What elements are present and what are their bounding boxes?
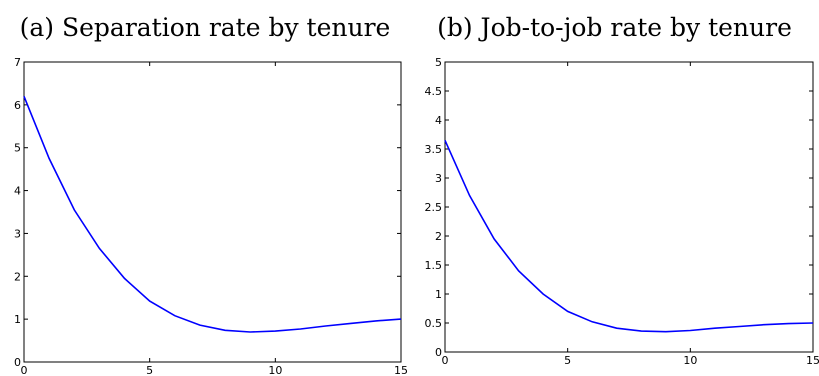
separation-xtick-label: 15 bbox=[394, 364, 408, 376]
separation-ytick-label: 0 bbox=[14, 356, 21, 369]
job-to-job-ytick-label: 4.5 bbox=[425, 85, 443, 98]
separation-xtick-label: 0 bbox=[21, 364, 28, 376]
job-to-job-series-line-0 bbox=[444, 139, 814, 333]
job-to-job-ytick-label: 2.5 bbox=[425, 201, 443, 214]
separation-plot-frame bbox=[23, 61, 402, 363]
separation-ytick-label: 1 bbox=[14, 313, 21, 326]
job-to-job-plot-frame bbox=[444, 61, 814, 353]
job-to-job-xtick-label: 10 bbox=[683, 354, 697, 367]
job-to-job-ytick-label: 5 bbox=[435, 56, 442, 69]
chart-title-separation: (a) Separation rate by tenure bbox=[19, 13, 391, 42]
job-to-job-ytick-label: 3.5 bbox=[425, 143, 443, 156]
job-to-job-ytick-label: 0.5 bbox=[425, 317, 443, 330]
chart-title-job-to-job: (b) Job-to-job rate by tenure bbox=[437, 13, 792, 42]
separation-ytick-label: 4 bbox=[14, 185, 21, 198]
job-to-job-ytick-label: 1.5 bbox=[425, 259, 443, 272]
separation-xtick-label: 5 bbox=[146, 364, 153, 376]
separation-ytick-label: 6 bbox=[14, 99, 21, 112]
separation-xtick-label: 10 bbox=[268, 364, 282, 376]
job-to-job-ytick-label: 2 bbox=[435, 230, 442, 243]
job-to-job-xtick-label: 0 bbox=[442, 354, 449, 367]
job-to-job-ytick-label: 3 bbox=[435, 172, 442, 185]
job-to-job-xtick-label: 5 bbox=[564, 354, 571, 367]
separation-series-line-0 bbox=[23, 96, 402, 333]
job-to-job-ytick-label: 0 bbox=[435, 346, 442, 359]
job-to-job-ytick-label: 1 bbox=[435, 288, 442, 301]
separation-ytick-label: 7 bbox=[14, 56, 21, 69]
separation-ytick-label: 2 bbox=[14, 270, 21, 283]
separation-ytick-label: 5 bbox=[14, 142, 21, 155]
job-to-job-ytick-label: 4 bbox=[435, 114, 442, 127]
job-to-job-xtick-label: 15 bbox=[806, 354, 819, 367]
separation-ytick-label: 3 bbox=[14, 227, 21, 240]
